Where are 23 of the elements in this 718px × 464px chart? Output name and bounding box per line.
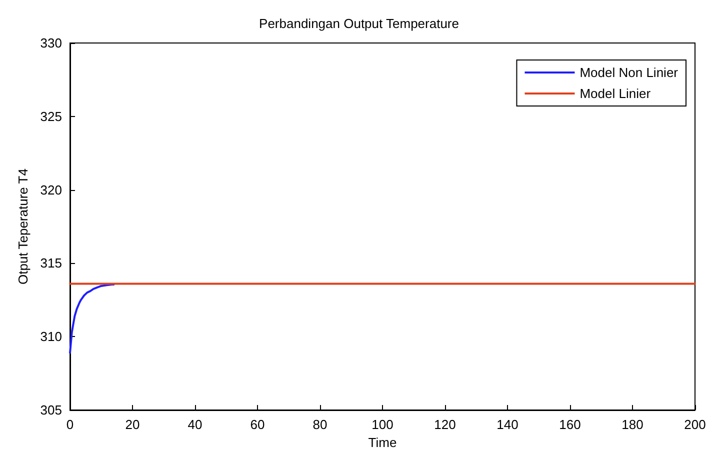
- legend-label: Model Non Linier: [580, 65, 679, 80]
- x-tick-label: 100: [372, 417, 394, 432]
- x-tick-label: 160: [559, 417, 581, 432]
- x-tick-label: 80: [312, 417, 328, 432]
- x-tick-label: 140: [496, 417, 518, 432]
- y-tick-label: 305: [40, 402, 62, 418]
- y-tick-label: 310: [40, 329, 62, 344]
- line-series: [69, 283, 115, 354]
- y-tick-label: 325: [40, 108, 62, 124]
- y-axis-title: Otput Teperature T4: [15, 168, 30, 284]
- legend-label: Model Linier: [580, 86, 652, 101]
- y-tick-label: 315: [40, 256, 62, 271]
- x-axis-title: Time: [368, 434, 397, 450]
- y-tick-label: 330: [40, 36, 62, 50]
- x-tick-label: 60: [250, 417, 265, 432]
- chart-title: Perbandingan Output Temperature: [259, 16, 459, 31]
- x-tick-label: 40: [188, 417, 202, 432]
- x-tick-label: 200: [684, 417, 706, 432]
- x-tick-label: 0: [66, 417, 74, 432]
- y-tick-label: 320: [40, 182, 62, 198]
- x-tick-label: 120: [434, 417, 456, 432]
- x-tick-label: 20: [125, 417, 140, 432]
- x-tick-label: 180: [622, 417, 644, 432]
